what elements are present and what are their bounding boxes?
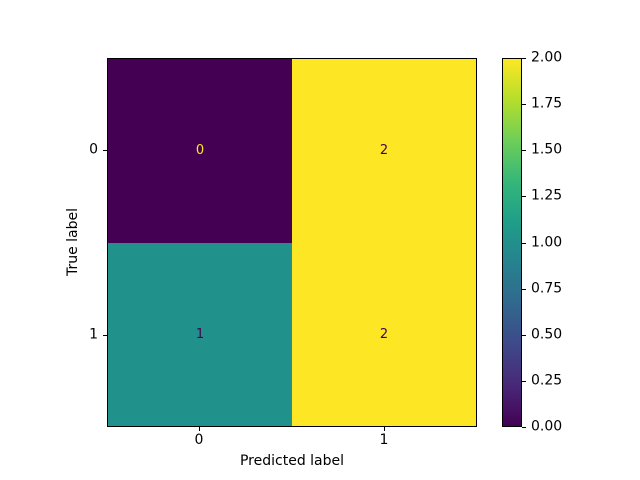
- colorbar-tick-label-175: 1.75: [531, 95, 563, 112]
- colorbar-tick-label-200: 2.00: [531, 49, 563, 66]
- cell-value-row1-col1: 2: [379, 326, 389, 342]
- colorbar-tick-label-050: 0.50: [531, 326, 563, 343]
- colorbar-tick-mark-075: [522, 289, 526, 290]
- y-tick-label-0: 0: [89, 141, 98, 158]
- colorbar-tick-mark-100: [522, 243, 526, 244]
- colorbar-tick-mark-150: [522, 150, 526, 151]
- confusion-matrix-heatmap: 0 2 1 2: [107, 58, 477, 427]
- colorbar-tick-mark-200: [522, 58, 526, 59]
- x-tick-mark-1: [384, 427, 385, 431]
- colorbar-tick-mark-025: [522, 381, 526, 382]
- cm-cell-row0-col1: 2: [292, 59, 476, 243]
- colorbar-tick-label-075: 0.75: [531, 280, 563, 297]
- cell-value-row1-col0: 1: [195, 326, 205, 342]
- colorbar-tick-mark-125: [522, 196, 526, 197]
- colorbar-tick-label-150: 1.50: [531, 141, 563, 158]
- colorbar-gradient: [502, 58, 522, 427]
- x-tick-mark-0: [199, 427, 200, 431]
- colorbar-tick-label-100: 1.00: [531, 234, 563, 251]
- colorbar-tick-label-000: 0.00: [531, 418, 563, 435]
- y-tick-label-1: 1: [89, 326, 98, 343]
- x-axis-label: Predicted label: [239, 453, 345, 469]
- y-tick-mark-0: [103, 150, 107, 151]
- colorbar-tick-mark-000: [522, 427, 526, 428]
- colorbar-tick-label-125: 1.25: [531, 187, 563, 204]
- x-tick-label-1: 1: [379, 432, 389, 448]
- cm-cell-row0-col0: 0: [108, 59, 292, 243]
- colorbar-tick-mark-050: [522, 335, 526, 336]
- x-tick-label-0: 0: [194, 432, 204, 448]
- cm-cell-row1-col0: 1: [108, 242, 292, 426]
- colorbar-tick-mark-175: [522, 104, 526, 105]
- y-axis-label: True label: [65, 207, 81, 277]
- cell-value-row0-col1: 2: [379, 143, 389, 159]
- cell-value-row0-col0: 0: [195, 143, 205, 159]
- y-tick-mark-1: [103, 335, 107, 336]
- colorbar-tick-label-025: 0.25: [531, 372, 563, 389]
- cm-cell-row1-col1: 2: [292, 242, 476, 426]
